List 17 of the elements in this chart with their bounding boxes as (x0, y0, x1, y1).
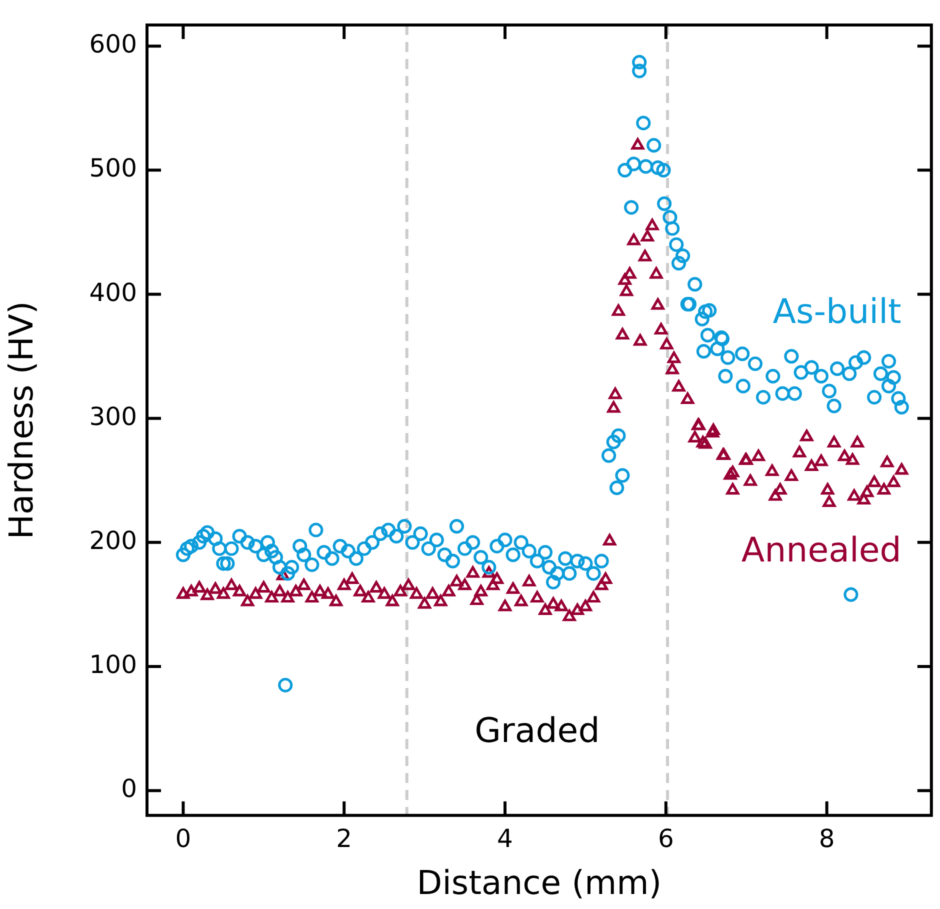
y-tick-label: 100 (89, 650, 137, 679)
y-tick-label: 0 (121, 774, 137, 804)
x-tick-label: 6 (658, 824, 674, 853)
x-tick-label: 0 (175, 824, 192, 853)
x-tick-label: 4 (497, 824, 513, 853)
annotation: Graded (474, 711, 600, 752)
series-label: Annealed (741, 530, 902, 571)
y-tick-label: 600 (89, 30, 137, 59)
x-tick-label: 8 (818, 824, 835, 853)
y-tick-label: 500 (89, 154, 137, 183)
x-tick-label: 2 (336, 824, 352, 853)
y-tick-label: 300 (89, 402, 137, 431)
y-tick-label: 400 (89, 278, 137, 307)
series-label: As-built (772, 292, 902, 332)
x-axis-title: Distance (mm) (416, 862, 662, 902)
y-axis-title: Hardness (HV) (1, 301, 40, 540)
y-tick-label: 200 (89, 526, 137, 555)
